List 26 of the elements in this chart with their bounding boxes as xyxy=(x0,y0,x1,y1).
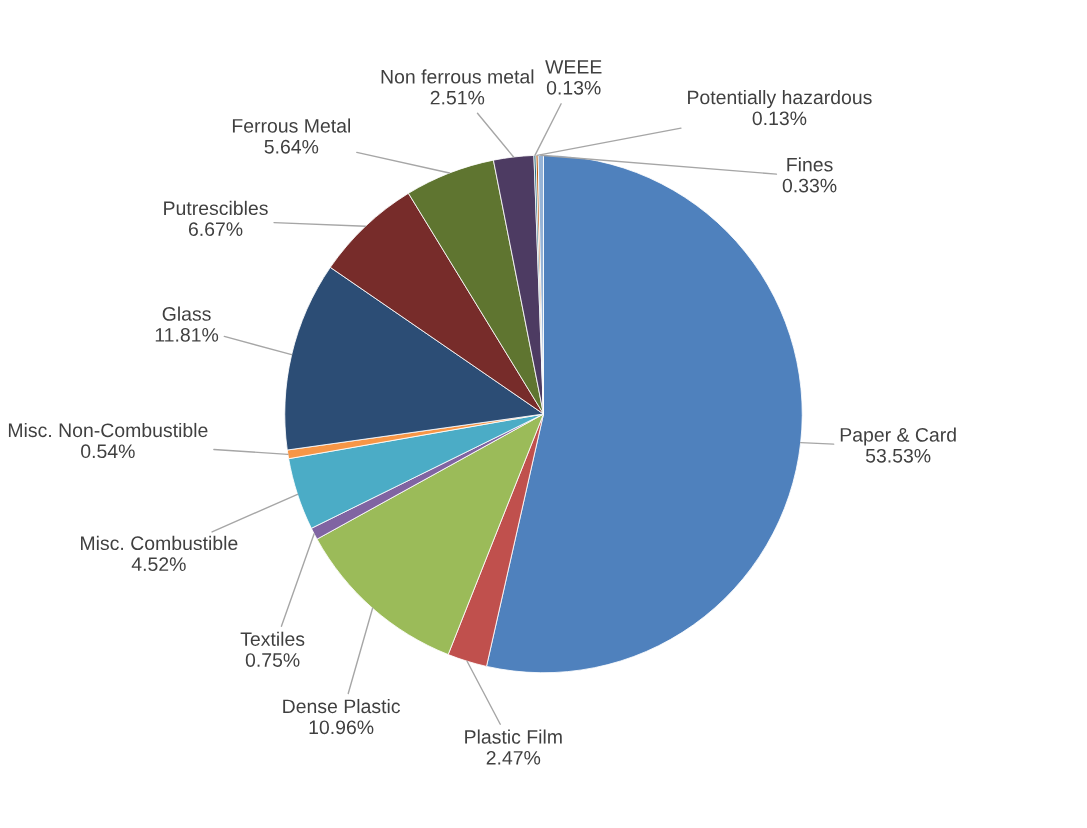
data-label: 0.13% xyxy=(546,80,601,95)
data-label: 0.33% xyxy=(782,178,837,193)
slice-label: Paper & Card xyxy=(840,427,956,446)
data-label: 11.81% xyxy=(155,328,219,342)
data-label: 6.67% xyxy=(188,222,243,237)
slice-label: Misc. Non-Combustible xyxy=(8,422,208,438)
slice-label: WEEE xyxy=(545,60,602,74)
data-label: 2.51% xyxy=(430,90,485,105)
slice-label: Potentially hazardous xyxy=(688,89,872,109)
slice-label: Non ferrous metal xyxy=(381,69,534,84)
data-label: 0.75% xyxy=(245,653,300,667)
slice-label: Plastic Film xyxy=(465,729,562,744)
data-label: 0.13% xyxy=(752,111,807,126)
data-label: 5.64% xyxy=(264,139,319,154)
data-label: 4.52% xyxy=(131,557,186,572)
data-label: 53.53% xyxy=(865,448,931,463)
slice-label: Fines xyxy=(787,157,833,172)
slice-label: Dense Plastic xyxy=(283,698,401,714)
slice-label: Misc. Combustible xyxy=(81,535,238,551)
data-label: 10.96% xyxy=(309,720,374,735)
data-label: 2.47% xyxy=(486,750,541,765)
slice-label: Textiles xyxy=(240,631,305,646)
slice-label: Ferrous Metal xyxy=(232,118,350,133)
data-label: 0.54% xyxy=(81,444,135,459)
slice-label: Glass xyxy=(162,306,211,321)
slice-label: Putrescibles xyxy=(164,200,268,216)
